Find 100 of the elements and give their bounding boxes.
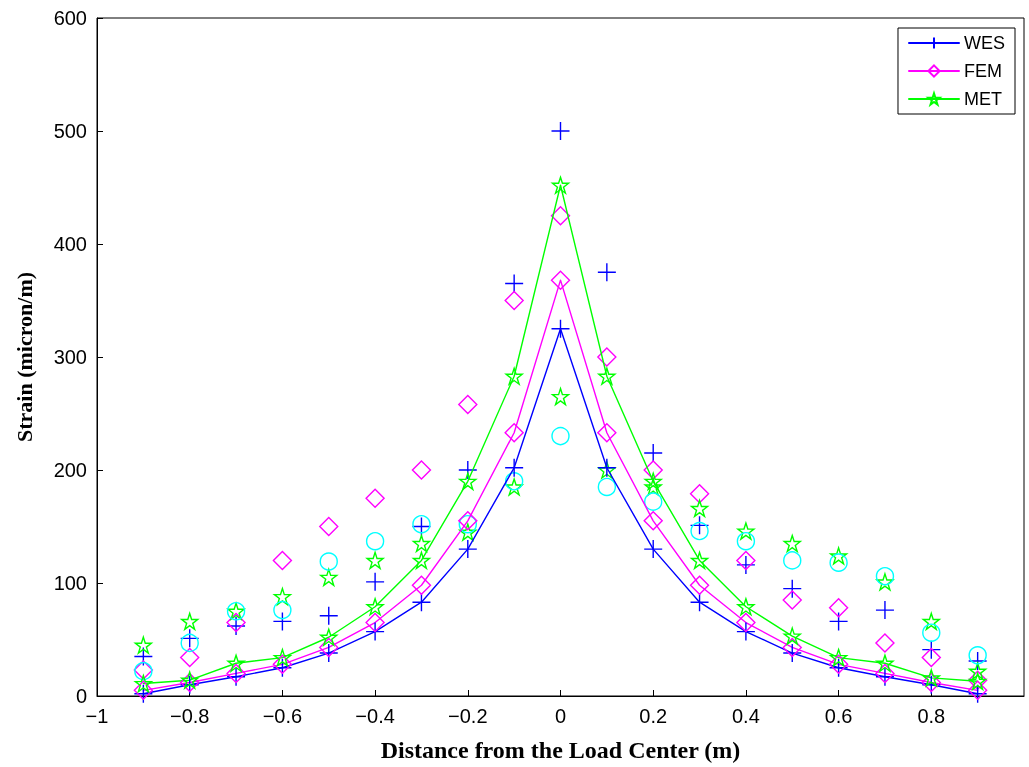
point — [411, 592, 432, 612]
point — [968, 662, 987, 680]
point — [690, 521, 709, 541]
point — [319, 606, 339, 626]
point — [876, 654, 894, 672]
y-tick-label: 100 — [53, 572, 87, 594]
point — [412, 534, 431, 553]
x-tick-label: −1 — [85, 705, 109, 727]
point — [550, 121, 571, 141]
point — [689, 592, 710, 612]
x-tick-label: 0.8 — [917, 705, 946, 727]
x-tick-label: −0.4 — [355, 705, 395, 727]
point — [736, 550, 756, 571]
point — [550, 319, 571, 339]
point — [876, 573, 894, 591]
point — [504, 290, 524, 311]
point — [829, 547, 848, 565]
point — [922, 669, 940, 687]
point — [134, 674, 153, 693]
point — [551, 426, 570, 446]
point — [133, 646, 154, 667]
point — [783, 551, 802, 570]
point — [644, 472, 662, 490]
point — [273, 587, 292, 606]
point — [922, 623, 941, 642]
x-axis-title: Distance from the Load Center (m) — [380, 737, 741, 763]
point — [504, 273, 524, 294]
x-tick-label: 0 — [554, 705, 567, 727]
point — [366, 551, 384, 570]
point — [181, 612, 199, 631]
point — [272, 550, 293, 571]
point — [829, 553, 848, 572]
point — [134, 636, 153, 654]
point — [458, 539, 478, 559]
y-tick-label: 500 — [53, 120, 87, 142]
point — [736, 531, 756, 551]
point — [459, 523, 477, 541]
point — [551, 387, 570, 406]
point — [272, 611, 293, 632]
point — [690, 551, 709, 570]
point — [319, 643, 339, 663]
point — [550, 206, 571, 226]
point — [597, 347, 617, 367]
point — [597, 423, 617, 443]
point — [689, 575, 710, 595]
point — [782, 590, 802, 610]
point — [180, 628, 200, 649]
y-tick-label: 0 — [75, 685, 87, 707]
point — [505, 478, 523, 496]
point — [320, 568, 338, 587]
x-tick-label: 0.4 — [731, 705, 760, 727]
point — [227, 654, 245, 672]
point — [180, 647, 200, 668]
point — [319, 637, 339, 658]
point — [690, 499, 709, 518]
point — [737, 598, 755, 616]
x-tick-label: 0.2 — [639, 705, 668, 727]
legend-label: FEM — [964, 61, 1002, 81]
y-tick-label: 200 — [53, 459, 87, 481]
legend-label: MET — [964, 89, 1002, 109]
point — [737, 522, 755, 540]
point — [921, 639, 941, 660]
point — [736, 621, 756, 642]
point — [643, 539, 663, 559]
point — [875, 567, 895, 586]
point — [504, 458, 524, 478]
point — [319, 552, 338, 571]
point — [366, 598, 384, 616]
point — [459, 472, 477, 490]
x-tick-label: −0.2 — [448, 705, 488, 727]
y-axis-title: Strain (micron/m) — [11, 271, 37, 443]
point — [411, 575, 432, 595]
point — [550, 270, 571, 290]
point — [365, 572, 385, 592]
point — [180, 633, 199, 653]
point — [643, 511, 663, 531]
point — [551, 176, 570, 194]
x-tick-label: −0.8 — [169, 705, 210, 727]
y-tick-label: 300 — [53, 346, 87, 368]
x-tick-label: −0.6 — [262, 705, 303, 727]
point — [643, 443, 663, 463]
x-tick-label: 0.6 — [824, 705, 853, 727]
point — [875, 633, 895, 653]
point — [412, 551, 431, 570]
point — [504, 472, 524, 491]
point — [689, 515, 710, 536]
point — [319, 516, 339, 537]
point — [782, 578, 802, 599]
point — [644, 478, 662, 496]
point — [782, 643, 802, 663]
point — [365, 531, 385, 551]
y-tick-label: 600 — [53, 7, 87, 29]
point — [689, 484, 710, 504]
point — [273, 648, 292, 667]
point — [921, 647, 941, 668]
point — [922, 612, 940, 631]
point — [504, 423, 524, 443]
point — [644, 492, 663, 511]
point — [968, 646, 987, 665]
point — [783, 627, 801, 645]
